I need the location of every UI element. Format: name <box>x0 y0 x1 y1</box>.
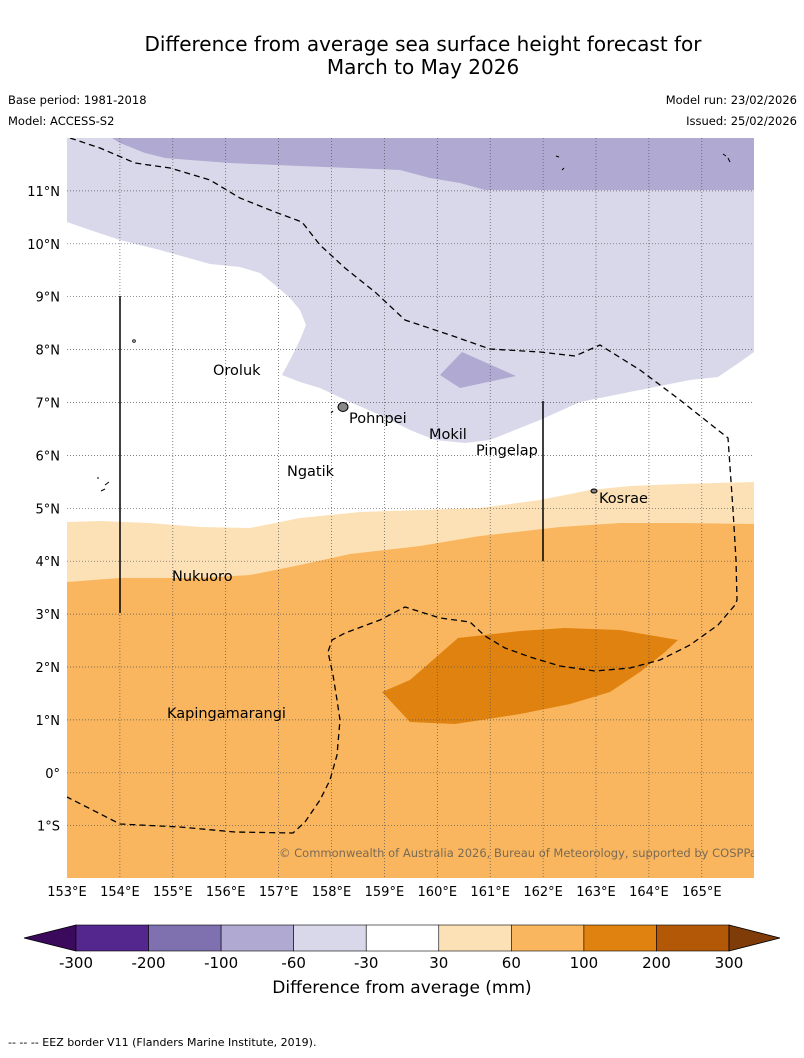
latitude-label: 8°N <box>36 344 61 359</box>
title-line-1: Difference from average sea surface heig… <box>144 32 702 56</box>
longitude-label: 154°E <box>100 885 140 900</box>
atoll-cluster-icon <box>97 477 110 492</box>
latitude-label: 7°N <box>36 397 61 412</box>
latitude-label: 1°N <box>36 714 61 729</box>
colorbar-tick-label: 100 <box>570 954 599 972</box>
longitude-label: 158°E <box>312 885 352 900</box>
colorbar-tick-label: 300 <box>715 954 744 972</box>
band-minus100-minus60-patch <box>440 352 516 388</box>
longitude-labels: 153°E 154°E 155°E 156°E 157°E 158°E 159°E 160°E… <box>47 885 721 900</box>
colorbar-tick-label: -60 <box>281 954 306 972</box>
north-atolls-icon <box>555 153 731 171</box>
colorbar: -300 -200 -100 -60 -30 30 60 100 200 300 <box>23 924 781 972</box>
colorbar-segment <box>365 924 440 952</box>
colorbar-tick-label: -30 <box>354 954 379 972</box>
colorbar-tick-label: 30 <box>429 954 448 972</box>
place-label-mokil: Mokil <box>429 427 467 443</box>
place-label-ngatik: Ngatik <box>287 464 335 480</box>
colorbar-tick-label: 200 <box>642 954 671 972</box>
eez-legend-note: -- -- -- EEZ border V11 (Flanders Marine… <box>8 1036 317 1049</box>
band-minus60-minus30 <box>67 138 754 443</box>
place-label-kosrae: Kosrae <box>599 491 648 507</box>
colorbar-segment <box>583 924 657 952</box>
title-line-2: March to May 2026 <box>326 55 520 79</box>
copyright-notice: © Commonwealth of Australia 2026, Bureau… <box>279 846 763 860</box>
longitude-label: 156°E <box>206 885 246 900</box>
place-label-pohnpei: Pohnpei <box>349 411 407 427</box>
colorbar-segment <box>75 924 149 952</box>
place-label-kapingamarangi: Kapingamarangi <box>167 706 286 722</box>
place-label-pingelap: Pingelap <box>476 443 538 459</box>
colorbar-title: Difference from average (mm) <box>272 978 532 998</box>
latitude-label: 2°N <box>36 661 61 676</box>
issued-date: Issued: 25/02/2026 <box>686 114 797 128</box>
graticule <box>67 138 754 878</box>
latitude-label: 5°N <box>36 502 61 517</box>
colorbar-tick-label: 60 <box>502 954 521 972</box>
colorbar-tick-label: -200 <box>132 954 166 972</box>
colorbar-tick-label: -100 <box>204 954 238 972</box>
model-name: Model: ACCESS-S2 <box>8 114 115 128</box>
eez-border <box>67 138 738 834</box>
pohnpei-islet-icon <box>330 410 334 414</box>
longitude-label: 162°E <box>523 885 563 900</box>
base-period: Base period: 1981-2018 <box>8 93 147 107</box>
band-minus100-minus60 <box>112 138 754 190</box>
colorbar-segment <box>511 924 585 952</box>
kosrae-island-icon <box>590 488 598 494</box>
longitude-label: 161°E <box>470 885 510 900</box>
band-100-200 <box>382 628 678 724</box>
longitude-label: 160°E <box>418 885 458 900</box>
latitude-label: 3°N <box>36 608 61 623</box>
latitude-label: 10°N <box>27 238 60 253</box>
colorbar-extend-high <box>728 924 781 952</box>
latitude-label: 1°S <box>37 820 60 835</box>
model-run: Model run: 23/02/2026 <box>665 93 797 107</box>
colorbar-segment <box>438 924 512 952</box>
place-label-nukuoro: Nukuoro <box>172 569 233 585</box>
longitude-label: 165°E <box>682 885 722 900</box>
latitude-label: 11°N <box>27 185 60 200</box>
latitude-label: 4°N <box>36 555 61 570</box>
longitude-label: 159°E <box>365 885 405 900</box>
colorbar-segment <box>293 924 367 952</box>
longitude-label: 157°E <box>259 885 299 900</box>
map-area: Oroluk Pohnpei Mokil Pingelap Ngatik Kos… <box>67 138 763 878</box>
latitude-label: 0° <box>45 767 60 782</box>
longitude-label: 155°E <box>153 885 193 900</box>
colorbar-segment <box>148 924 222 952</box>
latitude-label: 6°N <box>36 449 61 464</box>
atoll-icon <box>132 339 136 343</box>
latitude-label: 9°N <box>36 291 61 306</box>
longitude-label: 163°E <box>576 885 616 900</box>
colorbar-extend-low <box>23 924 77 952</box>
latitude-labels: 11°N 10°N 9°N 8°N 7°N 6°N 5°N 4°N 3°N 2°N 1°N 0° 1°S <box>27 185 60 835</box>
longitude-label: 153°E <box>47 885 87 900</box>
pohnpei-island-icon <box>337 402 349 412</box>
colorbar-tick-label: -300 <box>59 954 93 972</box>
colorbar-segment <box>220 924 294 952</box>
colorbar-segment <box>656 924 730 952</box>
longitude-label: 164°E <box>629 885 669 900</box>
place-label-oroluk: Oroluk <box>213 363 261 379</box>
